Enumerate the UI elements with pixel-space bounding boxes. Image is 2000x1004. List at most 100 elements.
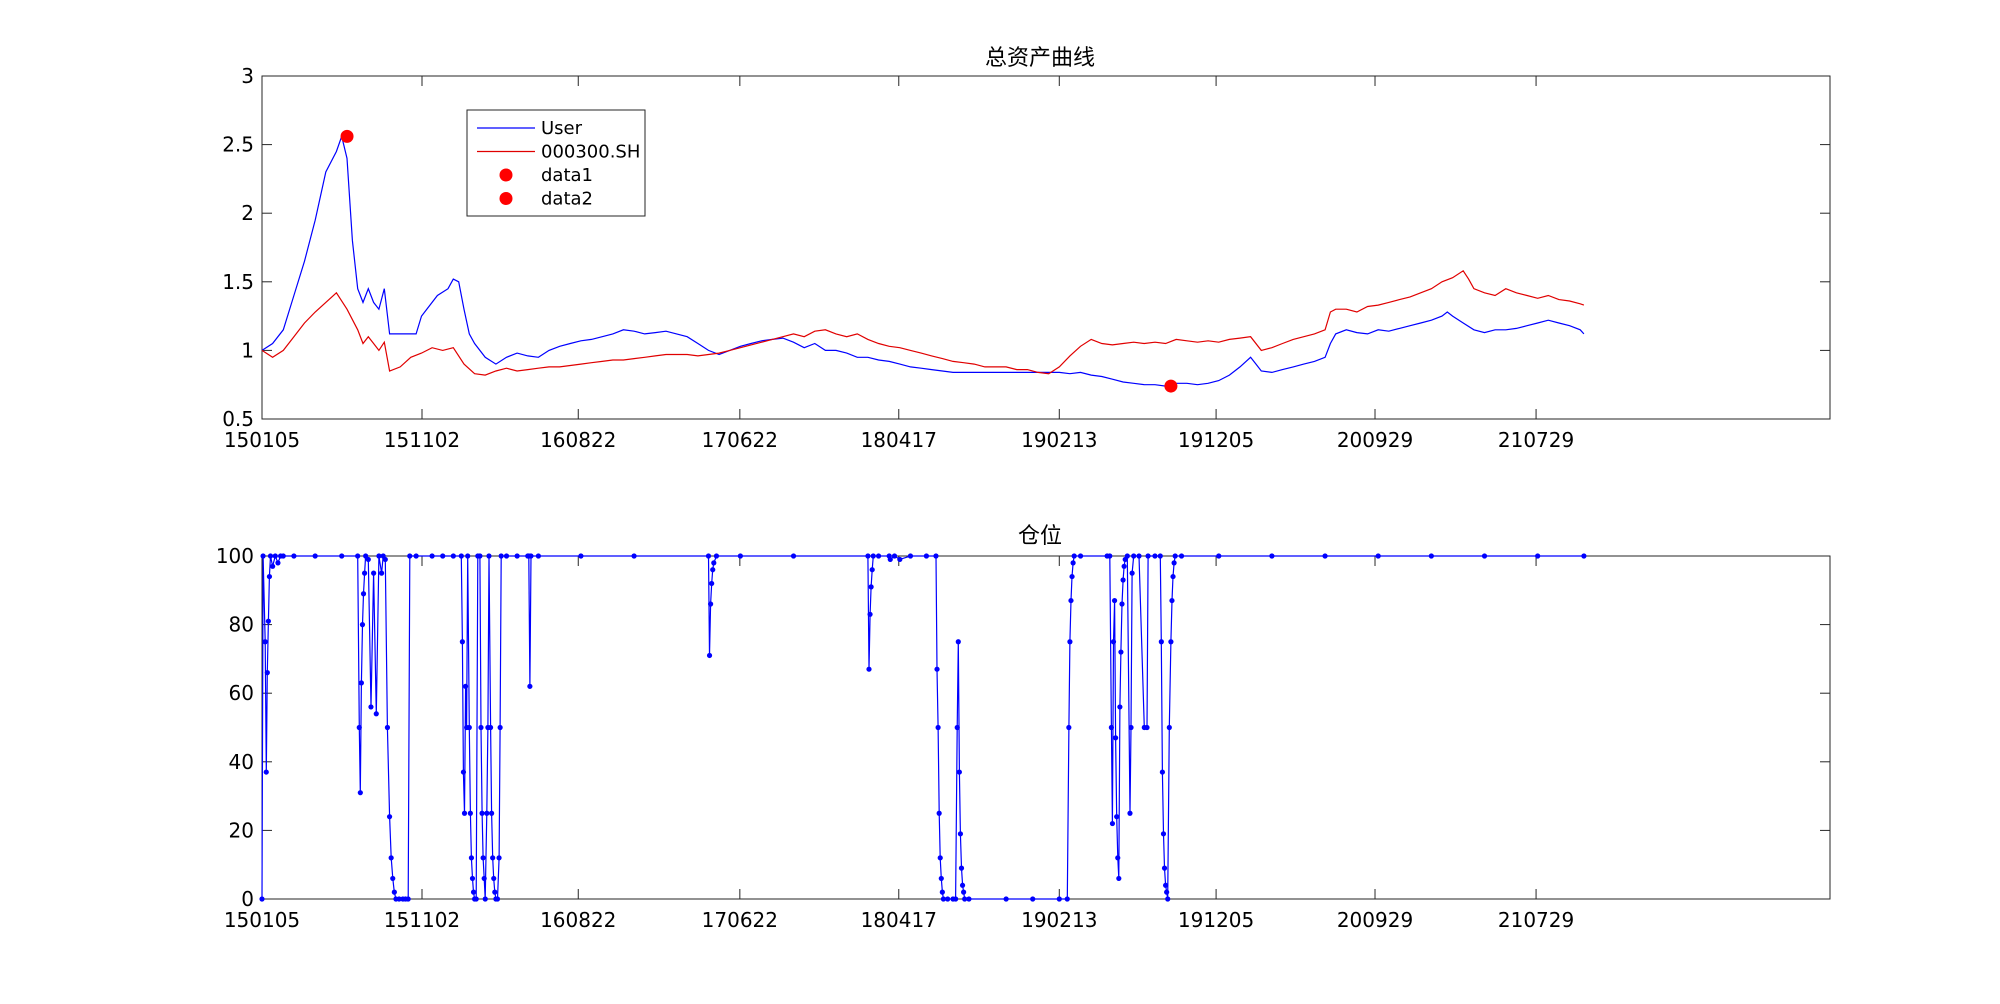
highlight-point xyxy=(1164,379,1178,393)
series-point xyxy=(923,553,930,559)
series-line xyxy=(261,269,1585,376)
series-point xyxy=(473,896,479,902)
series-point xyxy=(1170,573,1176,580)
series-point xyxy=(1111,597,1118,604)
series-point xyxy=(1159,769,1166,775)
y-tick-label: 2.5 xyxy=(222,133,254,157)
series-point xyxy=(1108,724,1114,731)
series-point xyxy=(312,553,318,559)
x-tick-label: 190213 xyxy=(1021,428,1097,452)
y-tick-label: 60 xyxy=(229,681,254,705)
series-point xyxy=(1056,896,1062,902)
chart-title: 总资产曲线 xyxy=(985,46,1095,71)
series-point xyxy=(1003,896,1009,902)
series-point xyxy=(373,711,379,717)
series-point xyxy=(891,553,898,559)
series-point xyxy=(265,618,271,624)
series-point xyxy=(933,553,939,559)
series-point xyxy=(1136,553,1142,559)
series-point xyxy=(1322,553,1328,559)
series-point xyxy=(705,553,712,559)
series-point xyxy=(484,810,490,816)
y-tick-label: 1 xyxy=(241,338,254,362)
x-tick-label: 200929 xyxy=(1337,908,1413,932)
series-point xyxy=(489,810,495,816)
series-point xyxy=(388,855,394,861)
series-point xyxy=(945,896,951,902)
series-point xyxy=(865,553,871,559)
legend-entry: User xyxy=(541,118,583,139)
y-tick-label: 40 xyxy=(229,750,254,774)
series-point xyxy=(1109,820,1116,827)
series-point xyxy=(272,553,278,559)
series-point xyxy=(396,896,402,902)
series-point xyxy=(1113,735,1119,741)
series-point xyxy=(706,652,713,659)
series-point xyxy=(956,769,962,775)
series-point xyxy=(405,896,411,902)
series-point xyxy=(790,553,797,559)
y-tick-label: 20 xyxy=(229,818,254,842)
series-point xyxy=(907,553,914,559)
series-point xyxy=(491,875,497,882)
series-point xyxy=(263,769,269,775)
plot-area: 0 20 40 60 80 100 150105 151102 160822 170622 1804… xyxy=(216,544,1831,932)
series-point xyxy=(1110,639,1117,645)
series-point xyxy=(934,666,940,672)
position-chart: 仓位 0 20 40 60 80 100 150105 151102 160822 170622 1… xyxy=(216,524,1831,932)
series-point xyxy=(1178,553,1185,559)
series-point xyxy=(959,882,966,888)
series-point xyxy=(467,810,473,816)
series-point xyxy=(869,567,875,573)
series-point xyxy=(713,553,720,559)
series-point xyxy=(359,622,366,628)
series-point xyxy=(868,584,874,590)
series-point xyxy=(498,553,504,559)
series-point xyxy=(1121,563,1127,569)
series-point xyxy=(1069,573,1075,580)
series-point xyxy=(1067,639,1073,645)
series-point xyxy=(955,639,961,645)
series-point xyxy=(709,580,715,587)
series-point xyxy=(356,724,362,731)
series-point xyxy=(1077,553,1084,559)
series-point xyxy=(961,889,967,895)
x-tick-label: 191205 xyxy=(1178,428,1254,452)
series-point xyxy=(468,855,475,861)
series-point xyxy=(486,553,492,559)
series-point xyxy=(1030,896,1036,902)
series-point xyxy=(1116,875,1122,882)
series-point xyxy=(490,855,496,861)
series-point xyxy=(1117,704,1123,710)
x-tick-label: 180417 xyxy=(861,428,937,452)
series-point xyxy=(358,680,364,686)
series-point xyxy=(339,553,345,559)
series-point xyxy=(1115,855,1121,861)
series-point xyxy=(481,875,487,882)
series-point xyxy=(954,724,960,731)
y-tick-label: 2 xyxy=(241,201,254,225)
series-point xyxy=(1162,882,1169,888)
series-point xyxy=(528,553,534,559)
series-point xyxy=(1158,639,1164,645)
series-point xyxy=(866,666,872,672)
series-point xyxy=(458,553,464,559)
series-point xyxy=(275,560,281,566)
series-point xyxy=(1124,553,1130,559)
x-tick-label: 170622 xyxy=(702,908,778,932)
series-point xyxy=(1107,553,1113,559)
series-point xyxy=(1157,553,1163,559)
series-point xyxy=(1068,597,1074,604)
x-tick-label: 191205 xyxy=(1178,908,1254,932)
series-point xyxy=(462,683,469,689)
series-point xyxy=(478,724,484,731)
series-point xyxy=(259,896,265,902)
series-point xyxy=(497,724,503,731)
series-point xyxy=(1166,724,1172,731)
x-tick-label: 150105 xyxy=(224,428,300,452)
series-point xyxy=(368,704,374,710)
series-point xyxy=(494,896,501,902)
